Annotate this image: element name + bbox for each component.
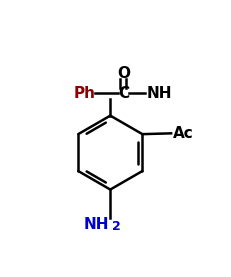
Text: NH: NH bbox=[83, 217, 109, 232]
Text: O: O bbox=[117, 66, 130, 81]
Text: Ph: Ph bbox=[74, 86, 96, 101]
Text: Ac: Ac bbox=[173, 126, 193, 141]
Text: NH: NH bbox=[146, 86, 172, 101]
Text: 2: 2 bbox=[112, 220, 121, 233]
Text: C: C bbox=[118, 86, 129, 101]
